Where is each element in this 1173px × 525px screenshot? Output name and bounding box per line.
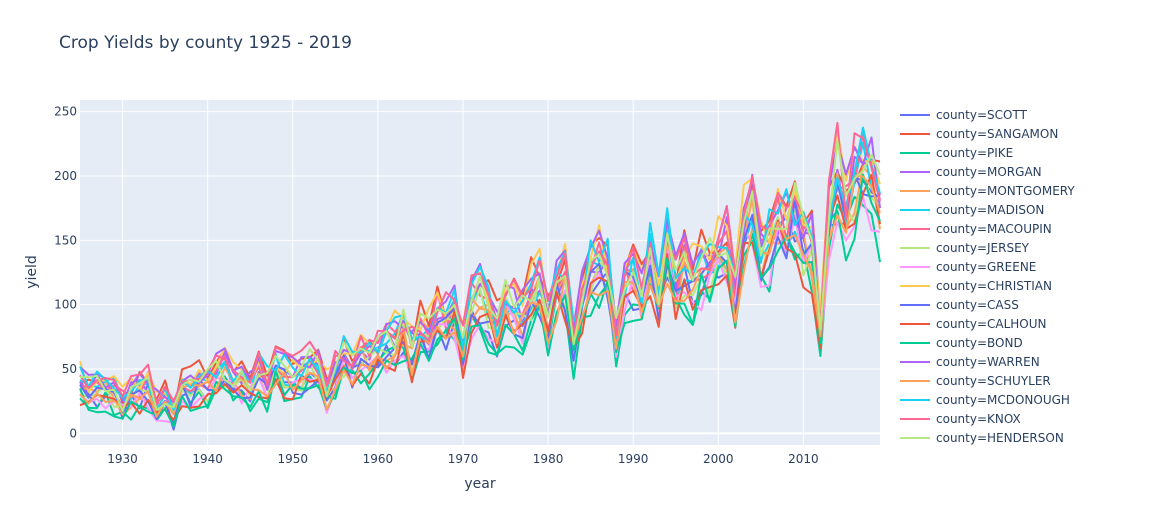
series-lines[interactable]	[79, 121, 881, 431]
y-tick-label: 50	[62, 362, 77, 376]
x-tick-label: 2010	[788, 452, 819, 466]
series-line-knox[interactable]	[79, 121, 881, 407]
legend-item[interactable]: county=SANGAMON	[900, 124, 1075, 143]
x-tick-label: 1930	[107, 452, 138, 466]
legend-item[interactable]: county=CHRISTIAN	[900, 276, 1075, 295]
series-line-schuyler[interactable]	[79, 174, 881, 418]
legend-item[interactable]: county=HENDERSON	[900, 428, 1075, 447]
legend-line-icon	[900, 227, 930, 230]
x-tick-label: 2000	[703, 452, 734, 466]
legend-label: county=CALHOUN	[936, 316, 1047, 331]
legend-label: county=WARREN	[936, 354, 1040, 369]
legend-item[interactable]: county=SCHUYLER	[900, 371, 1075, 390]
legend-item[interactable]: county=CALHOUN	[900, 314, 1075, 333]
legend-line-icon	[900, 398, 930, 401]
series-line-christian[interactable]	[79, 129, 881, 407]
legend-label: county=CHRISTIAN	[936, 278, 1052, 293]
legend-item[interactable]: county=BOND	[900, 333, 1075, 352]
legend-label: county=MACOUPIN	[936, 221, 1052, 236]
legend: county=SCOTT county=SANGAMON county=PIKE co…	[900, 105, 1075, 447]
legend-line-icon	[900, 341, 930, 344]
legend-item[interactable]: county=SCOTT	[900, 105, 1075, 124]
series-line-mcdonough[interactable]	[79, 126, 881, 411]
legend-label: county=HENDERSON	[936, 430, 1064, 445]
y-axis-title: yield	[24, 255, 40, 289]
x-tick-label: 1980	[533, 452, 564, 466]
y-tick-label: 100	[54, 298, 77, 312]
legend-label: county=SCHUYLER	[936, 373, 1051, 388]
chart-title: Crop Yields by county 1925 - 2019	[59, 33, 352, 53]
x-tick-labels: 1930 1940 1950 1960 1970 1980 1990 2000 2010	[107, 452, 818, 466]
legend-line-icon	[900, 170, 930, 173]
legend-item[interactable]: county=MCDONOUGH	[900, 390, 1075, 409]
x-tick-label: 1990	[618, 452, 649, 466]
legend-label: county=SCOTT	[936, 107, 1027, 122]
legend-label: county=MADISON	[936, 202, 1045, 217]
legend-line-icon	[900, 151, 930, 154]
y-tick-label: 250	[54, 105, 77, 119]
legend-line-icon	[900, 208, 930, 211]
legend-label: county=PIKE	[936, 145, 1014, 160]
legend-item[interactable]: county=KNOX	[900, 409, 1075, 428]
y-tick-label: 150	[54, 233, 77, 247]
legend-item[interactable]: county=WARREN	[900, 352, 1075, 371]
legend-label: county=GREENE	[936, 259, 1037, 274]
legend-line-icon	[900, 132, 930, 135]
legend-label: county=BOND	[936, 335, 1023, 350]
legend-item[interactable]: county=MONTGOMERY	[900, 181, 1075, 200]
legend-line-icon	[900, 265, 930, 268]
legend-label: county=MONTGOMERY	[936, 183, 1075, 198]
legend-item[interactable]: county=CASS	[900, 295, 1075, 314]
y-tick-label: 200	[54, 169, 77, 183]
legend-line-icon	[900, 189, 930, 192]
x-tick-label: 1940	[192, 452, 223, 466]
series-line-pike[interactable]	[79, 195, 881, 425]
legend-line-icon	[900, 436, 930, 439]
legend-label: county=CASS	[936, 297, 1019, 312]
legend-label: county=MCDONOUGH	[936, 392, 1070, 407]
legend-line-icon	[900, 303, 930, 306]
legend-line-icon	[900, 284, 930, 287]
legend-item[interactable]: county=GREENE	[900, 257, 1075, 276]
legend-item[interactable]: county=MACOUPIN	[900, 219, 1075, 238]
x-tick-label: 1950	[277, 452, 308, 466]
legend-line-icon	[900, 113, 930, 116]
legend-item[interactable]: county=MADISON	[900, 200, 1075, 219]
legend-label: county=SANGAMON	[936, 126, 1059, 141]
x-tick-label: 1960	[363, 452, 394, 466]
x-tick-label: 1970	[448, 452, 479, 466]
legend-line-icon	[900, 417, 930, 420]
legend-line-icon	[900, 379, 930, 382]
legend-item[interactable]: county=MORGAN	[900, 162, 1075, 181]
series-line-calhoun[interactable]	[79, 174, 881, 421]
legend-label: county=JERSEY	[936, 240, 1029, 255]
legend-line-icon	[900, 360, 930, 363]
series-line-henderson[interactable]	[79, 139, 881, 413]
y-tick-labels: 0 50 100 150 200 250	[54, 105, 77, 441]
y-tick-label: 0	[69, 426, 77, 440]
x-axis-title: year	[464, 476, 495, 492]
legend-line-icon	[900, 246, 930, 249]
legend-line-icon	[900, 322, 930, 325]
legend-item[interactable]: county=JERSEY	[900, 238, 1075, 257]
legend-label: county=KNOX	[936, 411, 1021, 426]
legend-label: county=MORGAN	[936, 164, 1042, 179]
legend-item[interactable]: county=PIKE	[900, 143, 1075, 162]
